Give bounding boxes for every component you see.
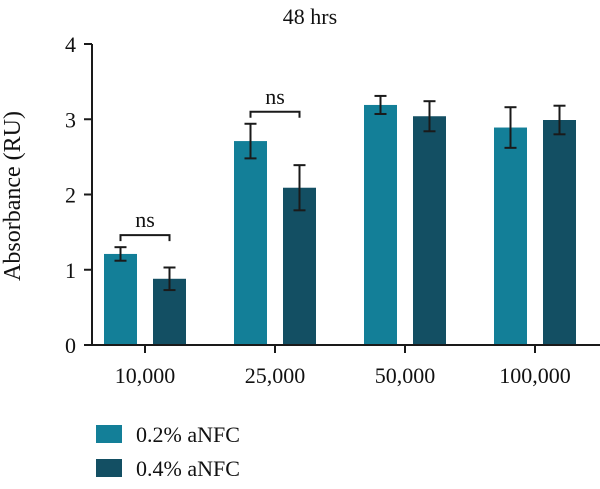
error-bars-layer <box>114 94 566 292</box>
error-bar-2-4 <box>553 104 566 136</box>
legend-item-2: 0.4% aNFC <box>96 456 240 481</box>
error-bar-1-2 <box>244 122 257 160</box>
bracket-line <box>249 110 301 118</box>
error-bar-1-3 <box>374 94 387 115</box>
significance-bracket-1: ns <box>119 207 171 242</box>
legend-swatch <box>96 459 122 477</box>
bar-1-2 <box>234 141 267 345</box>
legend-label: 0.2% aNFC <box>136 422 240 447</box>
bracket-line <box>119 234 171 242</box>
error-bar-2-3 <box>423 100 436 133</box>
legend-label: 0.4% aNFC <box>136 456 240 481</box>
legend: 0.2% aNFC 0.4% aNFC <box>96 422 240 481</box>
bar-2-4 <box>543 120 576 345</box>
significance-label: ns <box>265 84 285 109</box>
x-tick-label: 10,000 <box>115 363 176 388</box>
chart-title: 48 hrs <box>283 4 337 29</box>
bar-2-2 <box>283 187 316 345</box>
axes-layer: 0 1 2 3 4 10,000 25,000 50,000 100,000 <box>65 32 600 388</box>
x-tick-label: 100,000 <box>499 363 571 388</box>
y-tick-label: 0 <box>65 333 76 358</box>
bar-1-3 <box>364 104 397 345</box>
error-bar-1-4 <box>504 106 517 149</box>
y-tick-label: 2 <box>65 183 76 208</box>
bar-2-3 <box>413 116 446 346</box>
legend-item-1: 0.2% aNFC <box>96 422 240 447</box>
bars-layer <box>104 104 576 346</box>
x-tick-label: 25,000 <box>245 363 306 388</box>
error-bar-2-1 <box>163 266 176 292</box>
y-tick-label: 4 <box>65 32 76 57</box>
significance-bracket-2: ns <box>249 84 301 118</box>
y-tick-label: 3 <box>65 107 76 132</box>
y-axis-label: Absorbance (RU) <box>0 111 26 281</box>
legend-swatch <box>96 425 122 443</box>
error-bar-2-2 <box>293 164 306 212</box>
annotations-layer: ns ns <box>119 84 301 242</box>
error-bar-1-1 <box>114 246 127 262</box>
bar-1-1 <box>104 253 137 345</box>
significance-label: ns <box>135 207 155 232</box>
x-tick-label: 50,000 <box>375 363 436 388</box>
y-tick-label: 1 <box>65 258 76 283</box>
bar-1-4 <box>494 127 527 345</box>
